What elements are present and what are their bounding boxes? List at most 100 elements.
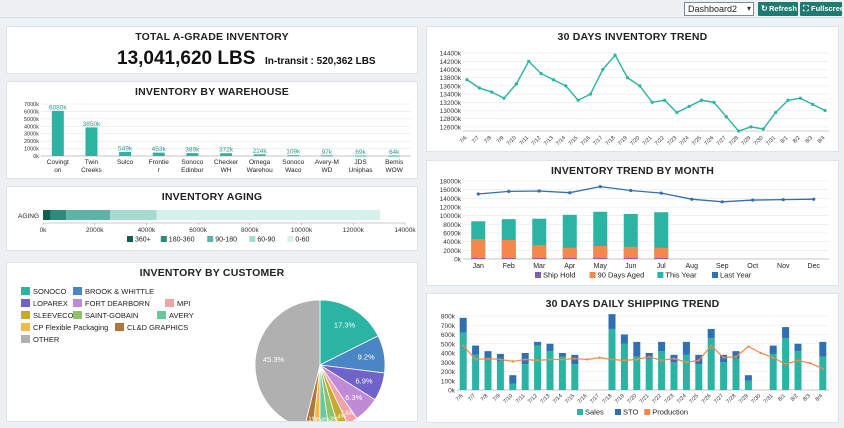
x-tick-label: 7/6 <box>459 135 469 145</box>
x-tick-label: 7/18 <box>602 393 614 405</box>
x-tick-label: Twin <box>85 159 99 166</box>
data-point <box>551 78 556 82</box>
refresh-label: Refresh <box>769 4 797 13</box>
bar-sales <box>682 354 690 390</box>
y-tick-label: 400k <box>441 351 456 358</box>
data-point <box>539 72 543 76</box>
x-tick-label: Covingt <box>47 159 69 166</box>
data-point <box>588 92 593 96</box>
bar-sto <box>819 341 827 357</box>
bar-sales <box>496 361 504 390</box>
x-tick-label: 7/13 <box>543 135 555 147</box>
bar-sales <box>794 351 802 390</box>
data-point <box>781 198 785 202</box>
x-tick-label: 7/26 <box>701 393 713 405</box>
legend-swatch <box>615 409 621 415</box>
data-point <box>712 100 716 104</box>
x-tick-label: 7/20 <box>626 393 638 405</box>
x-tick-label: 7/13 <box>540 393 552 405</box>
legend-swatch <box>115 323 124 331</box>
x-tick-label: 7/28 <box>728 135 740 147</box>
legend-swatch <box>165 299 174 307</box>
aging-chart-title: INVENTORY AGING <box>161 191 263 203</box>
x-tick-label: Avery-M <box>315 159 339 166</box>
x-tick-label: JDS <box>354 159 367 166</box>
data-point <box>786 98 790 102</box>
bar-sales <box>558 356 566 390</box>
bar-ship-hold <box>593 258 608 259</box>
data-point <box>724 115 728 119</box>
legend-label: SONOCO <box>33 287 67 296</box>
bar <box>119 151 132 156</box>
legend-label: Ship Hold <box>543 271 576 280</box>
bar-sales <box>732 358 740 390</box>
y-tick-label: 16000k <box>440 187 462 194</box>
y-tick-label: 600k <box>441 332 456 339</box>
x-tick-label: 8/4 <box>815 393 825 403</box>
legend-swatch <box>712 272 718 278</box>
data-point <box>625 76 630 80</box>
x-tick-label: Edinbur <box>181 167 204 174</box>
top-toolbar: Dashboard2 ▾ ↻ Refresh ⛶ Fullscreen <box>0 0 844 18</box>
data-point <box>710 344 713 347</box>
x-tick-label: Sep <box>716 263 729 270</box>
data-point <box>623 359 626 362</box>
data-point <box>561 358 564 361</box>
y-tick-label: 100k <box>441 378 456 385</box>
month-trend-chart-title: INVENTORY TREND BY MONTH <box>550 165 715 177</box>
x-tick-label: on <box>54 167 62 174</box>
data-point <box>736 129 741 133</box>
customer-chart-title: INVENTORY BY CUSTOMER <box>139 267 285 279</box>
legend-label: SAINT-GOBAIN <box>85 311 138 320</box>
y-tick-label: 14400k <box>440 51 462 58</box>
aging-segment <box>50 210 67 220</box>
data-point <box>507 189 511 193</box>
total-inventory-panel: TOTAL A-GRADE INVENTORY 13,041,620 LBS I… <box>6 26 418 74</box>
data-point <box>635 358 638 361</box>
y-tick-label: 6000k <box>24 109 39 115</box>
data-point <box>660 359 663 362</box>
dashboard-select-value: Dashboard2 <box>688 4 738 14</box>
x-tick-label: Jan <box>473 263 484 270</box>
pie-slice <box>319 364 337 421</box>
data-point <box>499 358 502 361</box>
x-tick-label: 7/19 <box>614 393 626 405</box>
bar-sales <box>484 358 492 390</box>
x-tick-label: 7/11 <box>519 135 531 147</box>
y-tick-label: 1000k <box>24 147 39 153</box>
x-tick-label: r <box>158 167 161 174</box>
refresh-button[interactable]: ↻ Refresh <box>758 2 798 16</box>
legend-label: Last Year <box>720 271 752 280</box>
legend-swatch <box>657 272 664 278</box>
y-tick-label: 0k <box>454 257 462 264</box>
data-label: 97k <box>322 149 333 156</box>
data-point <box>659 191 663 195</box>
legend-label: CP Flexible Packaging <box>33 323 108 332</box>
x-tick-label: Waco <box>285 167 302 174</box>
in-transit-value: 520,362 LBS <box>316 56 376 67</box>
data-label: 69k <box>355 149 366 156</box>
legend-swatch <box>160 236 167 242</box>
fullscreen-button[interactable]: ⛶ Fullscreen <box>800 2 844 16</box>
dashboard-select[interactable]: Dashboard2 ▾ <box>684 2 754 16</box>
x-tick-label: 7/25 <box>691 135 703 147</box>
y-tick-label: 13000k <box>440 108 462 115</box>
data-point <box>662 98 667 102</box>
y-tick-label: 6000k <box>443 231 461 238</box>
y-tick-label: 2000k <box>24 139 39 145</box>
slice-label: 6.9% <box>356 376 373 385</box>
data-point <box>734 355 738 358</box>
x-tick-label: 7/28 <box>726 393 738 405</box>
slice-label: 2.3% <box>325 417 339 421</box>
bar-sales <box>521 364 529 390</box>
legend-label: 360+ <box>135 237 151 244</box>
bar <box>152 152 165 156</box>
legend-swatch <box>21 287 30 295</box>
y-tick-label: 18000k <box>440 179 462 186</box>
slice-label: 2.1% <box>303 417 317 421</box>
x-tick-label: 7/17 <box>592 135 604 147</box>
y-tick-label: 3000k <box>24 132 39 138</box>
